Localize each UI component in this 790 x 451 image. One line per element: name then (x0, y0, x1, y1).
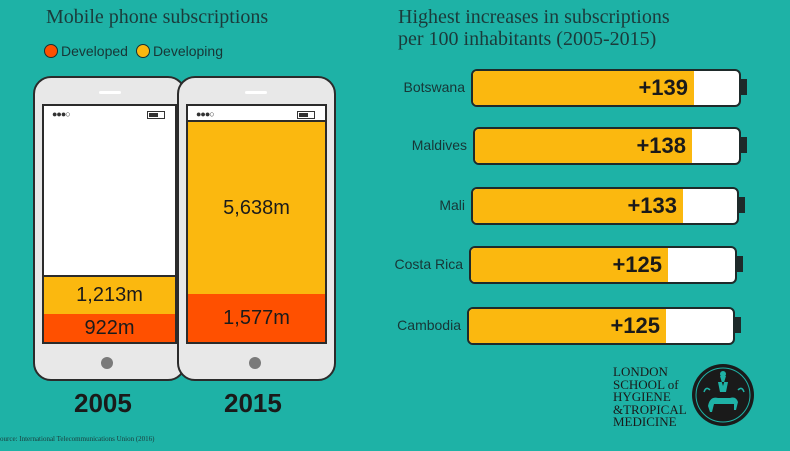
signal-icon: ●●●○ (196, 109, 215, 119)
country-label: Cambodia (397, 317, 461, 333)
left-chart-title: Mobile phone subscriptions (46, 6, 269, 28)
signal-icon: ●●●○ (52, 109, 71, 119)
value-label: +125 (612, 252, 662, 277)
source-note: ource: International Telecommunications … (0, 435, 155, 443)
battery-tip (733, 317, 741, 333)
battery-bar: +138 (473, 127, 741, 165)
developed-swatch (44, 44, 58, 58)
battery-bar: +133 (471, 187, 739, 225)
battery-fill (475, 129, 692, 163)
logo-line: HYGIENE (613, 389, 671, 404)
battery-icon (147, 111, 165, 119)
battery-tip (737, 197, 745, 213)
lshtm-logo-text: LONDON SCHOOL of HYGIENE &TROPICAL MEDIC… (613, 364, 687, 429)
status-bar: ●●●○ (48, 109, 171, 119)
status-bar: ●●●○ (192, 109, 321, 119)
developing-swatch (135, 44, 150, 58)
battery-fill (473, 189, 683, 223)
battery-fill (471, 248, 668, 282)
country-label: Maldives (411, 137, 467, 153)
battery-fill (473, 71, 694, 105)
country-label: Costa Rica (394, 256, 463, 272)
logo-line: &TROPICAL (613, 401, 687, 417)
battery-icon (297, 111, 315, 119)
phone-2005: ●●●○ 922m 1,213m (33, 76, 186, 381)
home-button-icon (249, 357, 261, 369)
legend: Developed Developing (44, 43, 227, 59)
battery-tip (735, 256, 743, 272)
country-label: Mali (439, 197, 465, 213)
battery-tip (739, 79, 747, 95)
lshtm-crest-icon (692, 364, 754, 426)
country-label: Botswana (403, 79, 465, 95)
bar-segment-developing-2015: 5,638m (188, 120, 325, 294)
legend-label-developing: Developing (152, 43, 223, 59)
right-chart-title: Highest increases in subscriptions per 1… (398, 6, 670, 50)
home-button-icon (101, 357, 113, 369)
year-label-2015: 2015 (224, 388, 282, 418)
bar-segment-developed-2015: 1,577m (188, 292, 325, 342)
phone-2015: ●●●○ 1,577m 5,638m (177, 76, 336, 381)
legend-label-developed: Developed (61, 43, 128, 59)
phone-screen-2005: ●●●○ 922m 1,213m (42, 104, 177, 344)
year-label-2005: 2005 (74, 388, 132, 418)
phone-speaker (245, 91, 267, 94)
battery-bar: +125 (469, 246, 737, 284)
value-label: +138 (636, 133, 686, 158)
legend-item-developing: Developing (135, 43, 223, 59)
bar-segment-developing-2005: 1,213m (44, 275, 175, 314)
bar-segment-developed-2005: 922m (44, 312, 175, 342)
logo-line: LONDON (613, 364, 668, 379)
legend-item-developed: Developed (44, 43, 128, 59)
right-chart-title-line1: Highest increases in subscriptions (398, 6, 670, 28)
value-label: +139 (638, 75, 688, 100)
logo-line: MEDICINE (613, 414, 677, 429)
value-label: +125 (610, 313, 660, 338)
phone-screen-2015: ●●●○ 1,577m 5,638m (186, 104, 327, 344)
logo-line: SCHOOL of (613, 376, 679, 392)
battery-tip (739, 137, 747, 153)
battery-fill (469, 309, 666, 343)
battery-bar: +125 (467, 307, 735, 345)
battery-bar: +139 (471, 69, 741, 107)
phone-speaker (99, 91, 121, 94)
value-label: +133 (627, 193, 677, 218)
right-chart-title-line2: per 100 inhabitants (2005-2015) (398, 28, 657, 50)
